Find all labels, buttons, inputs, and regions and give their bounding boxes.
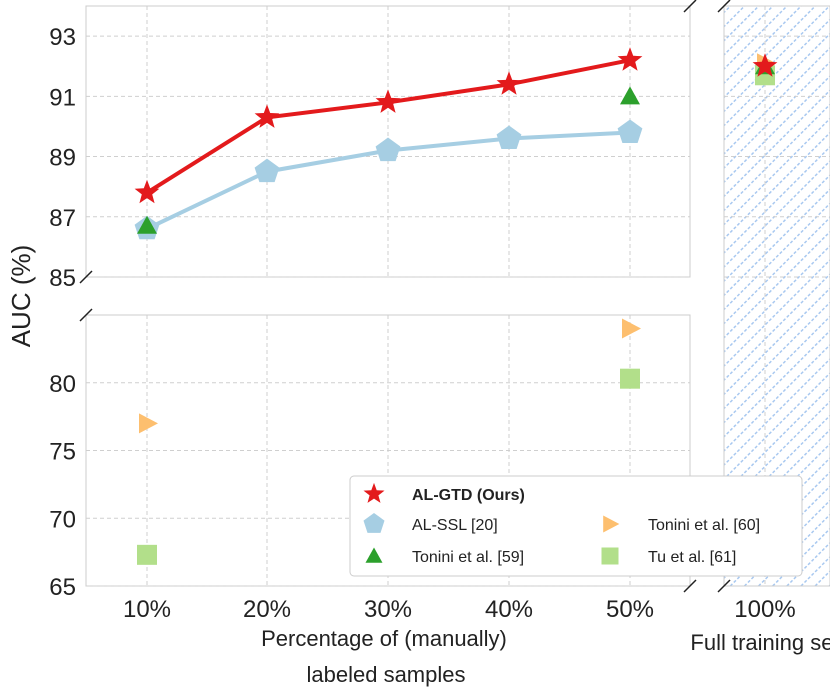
axis-break-marks	[79, 0, 731, 593]
marker-tu-et-al-61-	[620, 368, 640, 389]
x-tick-label: 20%	[243, 596, 291, 623]
marker-tonini-et-al-60-	[622, 318, 641, 339]
y-tick-label: 85	[49, 265, 76, 292]
marker-al-ssl-20-	[375, 137, 401, 162]
legend: AL-GTD (Ours) AL-SSL [20] Tonini et al. [5…	[349, 475, 803, 577]
legend-marker	[601, 547, 619, 565]
marker-al-gtd-ours-	[134, 179, 160, 204]
legend-marker	[363, 482, 385, 503]
y-tick-label: 65	[49, 574, 76, 601]
y-tick-label: 80	[49, 371, 76, 398]
x-tick-label: 10%	[123, 596, 171, 623]
marker-tonini-et-al-59-	[137, 215, 157, 234]
marker-tonini-et-al-60-	[139, 413, 158, 434]
legend-marker	[603, 515, 620, 533]
x-axis-title-line2: labeled samples	[307, 662, 466, 687]
legend-label: AL-GTD (Ours)	[412, 487, 525, 504]
x-tick-label: 40%	[485, 596, 533, 623]
y-tick-labels: 85 87 89 91 93 65 70 75 80	[49, 24, 76, 601]
marker-tonini-et-al-59-	[620, 86, 640, 105]
marker-al-ssl-20-	[254, 158, 280, 183]
legend-label: Tonini et al. [60]	[648, 517, 760, 534]
marker-al-gtd-ours-	[254, 104, 280, 128]
data-markers	[134, 47, 778, 565]
x-tick-labels: 10% 20% 30% 40% 50% 100%	[123, 596, 796, 623]
marker-al-ssl-20-	[496, 125, 522, 149]
legend-box	[349, 475, 803, 577]
marker-al-gtd-ours-	[375, 89, 401, 113]
marker-al-gtd-ours-	[496, 71, 522, 95]
y-tick-label: 75	[49, 439, 76, 466]
legend-label: AL-SSL [20]	[412, 517, 498, 534]
x-tick-label: 30%	[364, 596, 412, 623]
x-axis-title-line1: Percentage of (manually)	[261, 626, 507, 651]
legend-marker	[363, 513, 385, 533]
legend-label: Tonini et al. [59]	[412, 549, 524, 566]
marker-al-gtd-ours--full	[752, 53, 778, 77]
y-tick-label: 91	[49, 84, 76, 111]
y-tick-label: 89	[49, 145, 76, 172]
y-axis-title: AUC (%)	[6, 245, 36, 348]
x-tick-label: 50%	[606, 596, 654, 623]
extra-axis-title-line1: Full training set	[690, 630, 830, 655]
marker-tu-et-al-61-	[137, 544, 157, 565]
legend-marker	[365, 547, 383, 563]
marker-al-gtd-ours-	[617, 47, 643, 71]
full-training-panel-border	[723, 5, 830, 587]
y-tick-label: 93	[49, 24, 76, 51]
legend-label: Tu et al. [61]	[648, 549, 736, 566]
y-tick-label: 70	[49, 506, 76, 533]
marker-al-ssl-20-	[617, 119, 643, 143]
y-tick-label: 87	[49, 205, 76, 232]
x-tick-label-full: 100%	[734, 596, 795, 623]
